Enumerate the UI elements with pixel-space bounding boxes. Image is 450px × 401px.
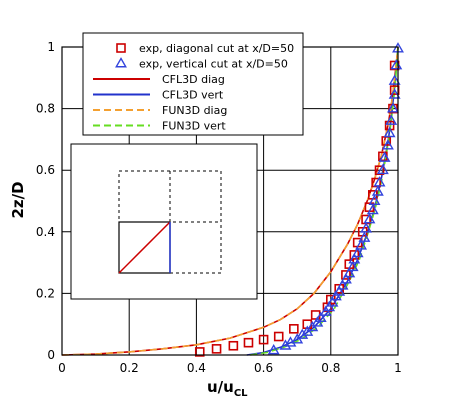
x-tick-label: 1 <box>394 361 402 375</box>
data-point-triangle <box>371 185 384 196</box>
data-point-triangle <box>376 163 389 175</box>
legend-label: CFL3D vert <box>162 89 224 102</box>
y-tick-label: 1 <box>47 40 55 54</box>
data-point-triangle <box>386 102 399 113</box>
data-point-square <box>258 334 269 345</box>
data-point-triangle <box>390 59 403 70</box>
data-point-square <box>341 270 351 280</box>
legend-symbol-square <box>116 43 126 53</box>
data-point-triangle <box>355 239 368 250</box>
inset-diagonal-cut <box>118 221 171 274</box>
data-point-square <box>374 165 385 175</box>
series-line <box>61 46 399 356</box>
legend-label: exp, diagonal cut at x/D=50 <box>139 42 294 55</box>
data-point-square <box>211 344 222 354</box>
data-point-square <box>273 331 284 342</box>
data-point-triangle <box>351 246 364 258</box>
y-tick-label: 0.4 <box>36 225 55 239</box>
legend-symbol-triangle <box>115 57 127 68</box>
data-point-triangle <box>314 311 327 322</box>
data-point-triangle <box>267 343 280 355</box>
series-line <box>250 46 399 356</box>
data-point-triangle <box>279 339 292 350</box>
data-point-triangle <box>296 328 309 339</box>
data-point-triangle <box>363 213 376 224</box>
data-point-triangle <box>348 253 361 264</box>
y-tick-label: 0.2 <box>36 286 55 300</box>
data-point-triangle <box>339 273 352 284</box>
y-tick-label: 0.6 <box>36 163 55 177</box>
legend-box <box>82 32 304 136</box>
data-point-square <box>243 337 254 348</box>
data-point-triangle <box>358 231 371 242</box>
legend-label: CFL3D diag <box>162 73 225 86</box>
data-point-triangle <box>378 151 391 162</box>
data-point-square <box>289 324 299 334</box>
x-axis-label-subscript: CL <box>234 388 248 399</box>
data-point-triangle <box>366 203 379 215</box>
data-point-triangle <box>368 194 381 205</box>
data-point-triangle <box>373 176 386 187</box>
legend-label: FUN3D diag <box>162 104 227 117</box>
legend: exp, diagonal cut at x/D=50 exp, vertical… <box>82 32 304 136</box>
data-point-triangle <box>336 279 349 290</box>
x-axis-label-main: u/u <box>207 378 234 396</box>
data-point-square <box>371 177 381 188</box>
data-point-triangle <box>343 266 356 278</box>
legend-label: exp, vertical cut at x/D=50 <box>139 58 288 71</box>
markers <box>194 42 404 357</box>
data-point-triangle <box>383 126 396 138</box>
y-axis-label: 2z/D <box>9 181 27 218</box>
data-point-triangle <box>388 74 401 85</box>
data-point-triangle <box>333 285 346 296</box>
data-point-triangle <box>381 139 394 150</box>
legend-label: FUN3D vert <box>162 120 226 133</box>
x-tick-label: 0.8 <box>321 361 340 375</box>
y-tick-label: 0 <box>47 348 55 362</box>
data-point-triangle <box>385 114 398 125</box>
data-point-square <box>389 85 400 95</box>
data-point-square <box>349 250 360 260</box>
data-point-square <box>228 340 239 351</box>
data-point-triangle <box>326 296 339 307</box>
x-axis-label: u/uCL <box>207 378 248 399</box>
data-point-square <box>194 347 205 357</box>
data-point-triangle <box>388 88 401 99</box>
y-tick-label: 0.8 <box>36 102 55 116</box>
x-tick-label: 0 <box>58 361 66 375</box>
data-point-triangle <box>346 260 359 272</box>
x-tick-label: 0.2 <box>120 361 139 375</box>
data-point-triangle <box>360 222 373 233</box>
x-tick-label: 0.6 <box>254 361 273 375</box>
x-tick-label: 0.4 <box>187 361 206 375</box>
inset-schematic <box>70 143 258 300</box>
axes: 0 0.2 0.4 0.6 0.8 1 0 0.2 0.4 0.6 0.8 1 <box>36 40 402 375</box>
